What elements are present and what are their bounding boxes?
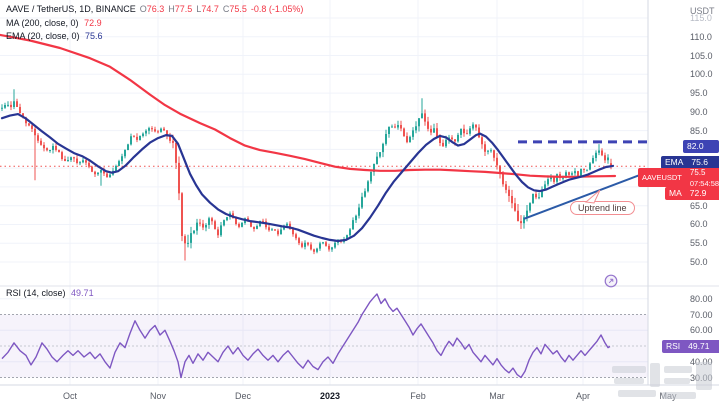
pane-settings-icon[interactable]: [602, 272, 620, 290]
ema-price-badge: EMA 75.6: [661, 156, 719, 169]
ohlc-change-value: -0.8 (-1.05%): [250, 4, 304, 14]
symbol-badge-countdown: 07:54:58: [689, 178, 719, 188]
ohlc-low-value: 74.7: [201, 4, 219, 14]
price-axis-unit: USDT: [690, 6, 715, 16]
ohlc-high-value: 77.5: [174, 4, 193, 14]
ema-legend-row[interactable]: EMA (20, close, 0) 75.6: [6, 30, 303, 44]
level-price-badge: 82.0: [683, 140, 719, 153]
rsi-line[interactable]: [1, 293, 611, 379]
ema-label: EMA (20, close, 0): [6, 31, 80, 41]
ema-badge-tag: EMA: [661, 156, 688, 169]
ma-value: 72.9: [84, 17, 102, 28]
ohlc-open-label: O: [139, 4, 147, 14]
symbol-price-badge: AAVEUSDT 75.5 07:54:58: [638, 167, 719, 188]
legend: AAVE / TetherUS, 1D, BINANCE O76.3 H77.5 L7…: [6, 3, 303, 44]
rsi-badge-value: 49.71: [684, 340, 719, 353]
ohlc-close-value: 75.5: [229, 4, 247, 14]
ma-badge-value: 72.9: [685, 187, 719, 200]
ma-label: MA (200, close, 0): [6, 17, 79, 28]
ohlc-high-label: H: [168, 4, 175, 14]
rsi-pane: [0, 314, 648, 378]
candlestick-series: [1, 89, 612, 261]
ema-badge-value: 75.6: [687, 156, 719, 169]
rsi-value-badge: RSI 49.71: [662, 340, 719, 353]
ma-price-badge: MA 72.9: [665, 187, 719, 200]
ma-legend-row[interactable]: MA (200, close, 0) 72.9: [6, 17, 303, 31]
symbol-title: AAVE / TetherUS, 1D, BINANCE: [6, 4, 136, 14]
ohlc-low-label: L: [196, 4, 202, 14]
symbol-legend-row[interactable]: AAVE / TetherUS, 1D, BINANCE O76.3 H77.5 L7…: [6, 3, 303, 17]
rsi-label: RSI (14, close): [6, 288, 66, 298]
ma200-line[interactable]: [0, 33, 617, 178]
rsi-value: 49.71: [71, 288, 94, 298]
level-price-value: 82.0: [687, 140, 704, 151]
gridlines: [0, 0, 648, 385]
callout-arrow: [584, 189, 601, 204]
ohlc-open-value: 76.3: [146, 4, 165, 14]
uptrend-line-callout[interactable]: Uptrend line: [570, 201, 635, 215]
rsi-legend-row[interactable]: RSI (14, close) 49.71: [6, 288, 94, 298]
ma-badge-tag: MA: [665, 187, 686, 200]
ema-value: 75.6: [85, 31, 103, 41]
ema20-line[interactable]: [0, 113, 615, 243]
symbol-badge-price: 75.5: [689, 167, 706, 177]
pane-borders: [0, 0, 719, 386]
symbol-badge-tag: AAVEUSDT: [638, 168, 686, 187]
ohlc-close-label: C: [222, 4, 230, 14]
rsi-badge-tag: RSI: [662, 340, 685, 353]
uptrend-trendline[interactable]: [523, 170, 649, 220]
